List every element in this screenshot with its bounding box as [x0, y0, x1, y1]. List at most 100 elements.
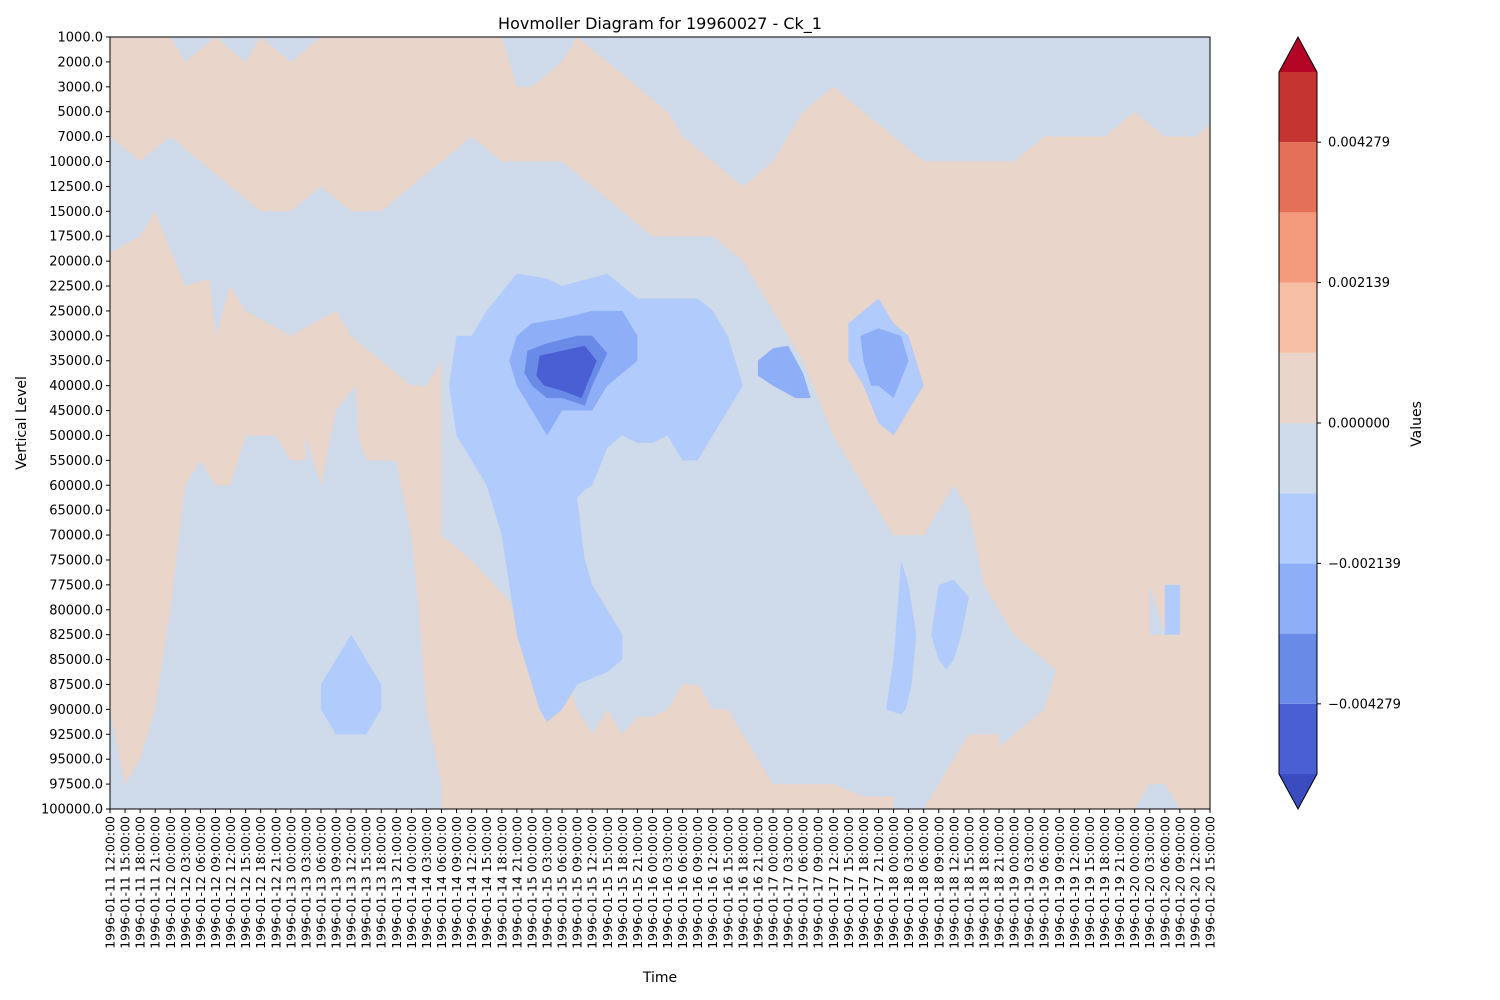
y-tick-label: 55000.0	[49, 454, 103, 469]
y-tick-label: 10000.0	[49, 155, 103, 170]
y-tick-label: 7000.0	[58, 130, 104, 145]
x-tick-label: 1996-01-20 03:00:00	[1142, 816, 1157, 949]
negative-region	[536, 345, 597, 399]
y-tick-label: 3000.0	[58, 80, 104, 95]
x-tick-label: 1996-01-15 21:00:00	[630, 816, 645, 949]
y-tick-label: 65000.0	[49, 504, 103, 519]
y-tick-label: 17500.0	[49, 230, 103, 245]
negative-region	[860, 328, 909, 399]
x-tick-label: 1996-01-17 18:00:00	[856, 816, 871, 949]
x-tick-label: 1996-01-18 06:00:00	[916, 816, 931, 949]
x-tick-label: 1996-01-15 00:00:00	[524, 816, 539, 949]
x-tick-label: 1996-01-19 09:00:00	[1052, 816, 1067, 949]
negative-region	[886, 560, 917, 715]
x-tick-label: 1996-01-18 15:00:00	[961, 816, 976, 949]
x-tick-label: 1996-01-14 15:00:00	[479, 816, 494, 949]
x-tick-label: 1996-01-12 21:00:00	[268, 816, 283, 949]
positive-region	[923, 734, 999, 809]
x-tick-label: 1996-01-14 09:00:00	[449, 816, 464, 949]
colorbar-swatch	[1279, 563, 1317, 634]
x-tick-label: 1996-01-15 18:00:00	[615, 816, 630, 949]
x-tick-label: 1996-01-11 15:00:00	[118, 816, 133, 949]
y-tick-label: 77500.0	[49, 578, 103, 593]
x-tick-label: 1996-01-19 03:00:00	[1022, 816, 1037, 949]
y-tick-label: 75000.0	[49, 553, 103, 568]
x-tick-label: 1996-01-12 15:00:00	[238, 816, 253, 949]
x-tick-label: 1996-01-13 15:00:00	[359, 816, 374, 949]
x-tick-label: 1996-01-14 21:00:00	[509, 816, 524, 949]
y-tick-label: 25000.0	[49, 304, 103, 319]
x-axis-label: Time	[642, 970, 677, 986]
y-tick-label: 1000.0	[58, 31, 104, 46]
chart-title: Hovmoller Diagram for 19960027 - Ck_1	[498, 14, 822, 34]
colorbar-swatch	[1279, 493, 1317, 564]
x-tick-label: 1996-01-11 18:00:00	[133, 816, 148, 949]
x-tick-label: 1996-01-15 15:00:00	[600, 816, 615, 949]
plot-area	[109, 36, 1211, 810]
x-tick-label: 1996-01-18 03:00:00	[901, 816, 916, 949]
x-tick-label: 1996-01-14 00:00:00	[404, 816, 419, 949]
positive-region	[536, 684, 894, 809]
y-tick-label: 92500.0	[49, 728, 103, 743]
x-tick-label: 1996-01-16 15:00:00	[720, 816, 735, 949]
y-tick-label: 70000.0	[49, 529, 103, 544]
y-tick-label: 35000.0	[49, 354, 103, 369]
x-tick-label: 1996-01-13 03:00:00	[298, 816, 313, 949]
colorbar-swatch	[1279, 423, 1317, 494]
y-tick-label: 60000.0	[49, 479, 103, 494]
y-tick-label: 5000.0	[58, 105, 104, 120]
x-tick-label: 1996-01-14 12:00:00	[464, 816, 479, 949]
x-tick-label: 1996-01-12 09:00:00	[208, 816, 223, 949]
colorbar-tick-label: −0.004279	[1328, 697, 1401, 712]
y-tick-label: 97500.0	[49, 778, 103, 793]
x-tick-label: 1996-01-17 00:00:00	[766, 816, 781, 949]
x-tick-label: 1996-01-16 06:00:00	[675, 816, 690, 949]
colorbar-swatch	[1279, 633, 1317, 704]
x-tick-label: 1996-01-19 06:00:00	[1037, 816, 1052, 949]
y-axis-label: Vertical Level	[14, 376, 30, 470]
colorbar-swatch	[1279, 282, 1317, 353]
x-tick-label: 1996-01-18 00:00:00	[886, 816, 901, 949]
negative-region	[931, 579, 969, 670]
x-tick-label: 1996-01-20 06:00:00	[1157, 816, 1172, 949]
x-tick-label: 1996-01-20 09:00:00	[1172, 816, 1187, 949]
negative-region	[757, 345, 811, 399]
colorbar-outline	[1278, 35, 1318, 811]
x-tick-label: 1996-01-18 12:00:00	[946, 816, 961, 949]
y-tick-label: 82500.0	[49, 628, 103, 643]
y-axis: 1000.0 2000.0 3000.0 5000.0 7000.0 10000.0 125…	[41, 31, 110, 818]
x-tick-label: 1996-01-16 00:00:00	[645, 816, 660, 949]
y-tick-label: 30000.0	[49, 329, 103, 344]
x-tick-label: 1996-01-13 21:00:00	[389, 816, 404, 949]
x-tick-label: 1996-01-19 15:00:00	[1082, 816, 1097, 949]
colorbar-tick-label: 0.000000	[1328, 417, 1390, 432]
x-tick-label: 1996-01-19 21:00:00	[1112, 816, 1127, 949]
x-tick-label: 1996-01-19 18:00:00	[1097, 816, 1112, 949]
x-tick-label: 1996-01-18 09:00:00	[931, 816, 946, 949]
x-tick-label: 1996-01-12 18:00:00	[253, 816, 268, 949]
x-tick-label: 1996-01-13 18:00:00	[374, 816, 389, 949]
y-tick-label: 40000.0	[49, 379, 103, 394]
x-tick-label: 1996-01-16 03:00:00	[660, 816, 675, 949]
x-tick-label: 1996-01-12 00:00:00	[163, 816, 178, 949]
x-tick-label: 1996-01-12 12:00:00	[223, 816, 238, 949]
x-tick-label: 1996-01-11 12:00:00	[103, 816, 118, 949]
colorbar-swatch	[1279, 703, 1317, 774]
positive-region	[110, 211, 608, 809]
x-tick-label: 1996-01-17 15:00:00	[841, 816, 856, 949]
x-tick-label: 1996-01-11 21:00:00	[148, 816, 163, 949]
y-tick-label: 95000.0	[49, 753, 103, 768]
y-tick-label: 15000.0	[49, 205, 103, 220]
x-tick-label: 1996-01-12 03:00:00	[178, 816, 193, 949]
colorbar-swatch	[1279, 142, 1317, 213]
x-axis: 1996-01-11 12:00:00 1996-01-11 15:00:00 19…	[103, 809, 1218, 949]
x-tick-label: 1996-01-13 12:00:00	[344, 816, 359, 949]
x-tick-label: 1996-01-17 21:00:00	[871, 816, 886, 949]
y-tick-label: 50000.0	[49, 429, 103, 444]
x-tick-label: 1996-01-18 21:00:00	[992, 816, 1007, 949]
y-tick-label: 12500.0	[49, 180, 103, 195]
colorbar-over-arrow	[1279, 37, 1317, 72]
x-tick-label: 1996-01-14 18:00:00	[494, 816, 509, 949]
x-tick-label: 1996-01-20 15:00:00	[1203, 816, 1218, 949]
